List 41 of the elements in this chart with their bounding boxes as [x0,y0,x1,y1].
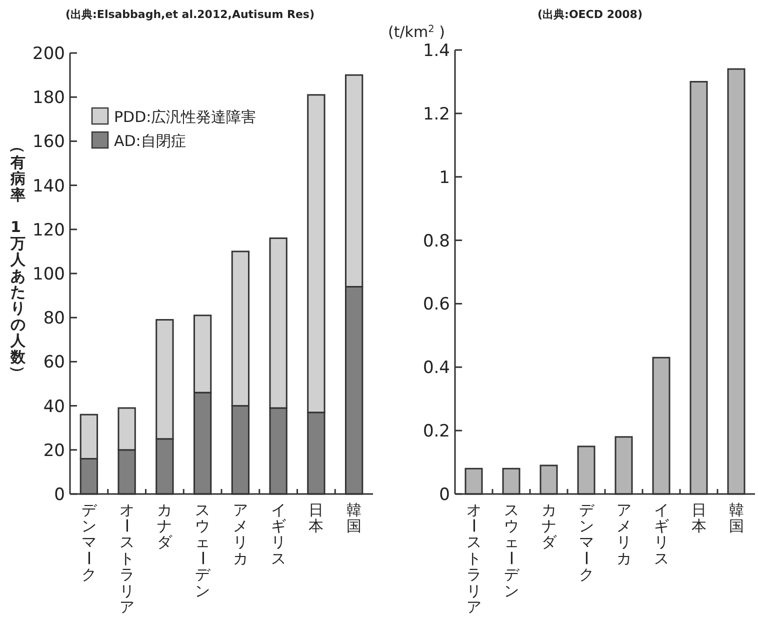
chart-title: (出典:Elsabbagh,et al.2012,Autisum Res) [66,8,314,21]
y-tick-label: 0 [54,485,65,505]
y-tick-label: 0.8 [422,231,450,252]
x-tick-label: デンマーク [577,500,595,584]
x-tick-label: 日本 [691,500,706,535]
x-tick-label: 韓国 [728,500,744,535]
y-tick-label: 1.4 [422,41,450,61]
y-tick-label: 80 [43,308,65,329]
x-tick-label: スウェーデン [502,500,520,600]
y-tick-label: 20 [43,440,65,461]
y-tick-label: 100 [32,264,65,284]
y-tick-label: 1 [439,168,450,188]
x-tick-label: 日本 [308,500,324,535]
x-tick-label: オーストラリア [118,500,136,616]
y-tick-label: 1.2 [422,104,450,124]
y-tick-label: 40 [43,396,65,417]
x-tick-label: オーストラリア [464,500,482,616]
x-tick-label: アメリカ [616,500,632,568]
x-tick-label: カナダ [541,500,558,552]
chart-title: (出典:OECD 2008) [538,8,642,21]
y-tick-label: 140 [32,176,65,196]
y-tick-label: 60 [43,352,65,373]
x-tick-label: デンマーク [80,500,98,584]
x-tick-label: イギリス [654,500,669,568]
y-tick-label: 0.4 [422,358,450,378]
x-tick-label: イギリス [270,500,286,568]
y-tick-label: 200 [32,44,65,64]
y-tick-label: 160 [32,132,65,152]
legend-label: PDD:広汎性発達障害 [114,108,256,126]
y-axis-title: （有病率 1万人あたりの人数） [8,138,27,380]
x-tick-label: アメリカ [232,500,248,568]
y-tick-label: 0.2 [422,422,450,442]
legend-label: AD:自閉症 [114,132,186,150]
y-tick-label: 120 [32,220,65,240]
x-tick-label: 韓国 [346,500,362,535]
y-tick-label: 180 [32,88,65,108]
x-tick-label: カナダ [157,500,174,552]
y-tick-label: 0.6 [422,294,450,315]
y-axis-title: (t/km$^{2}$ ) [388,23,445,41]
x-tick-label: スウェーデン [193,500,212,600]
y-tick-label: 0 [439,485,450,505]
